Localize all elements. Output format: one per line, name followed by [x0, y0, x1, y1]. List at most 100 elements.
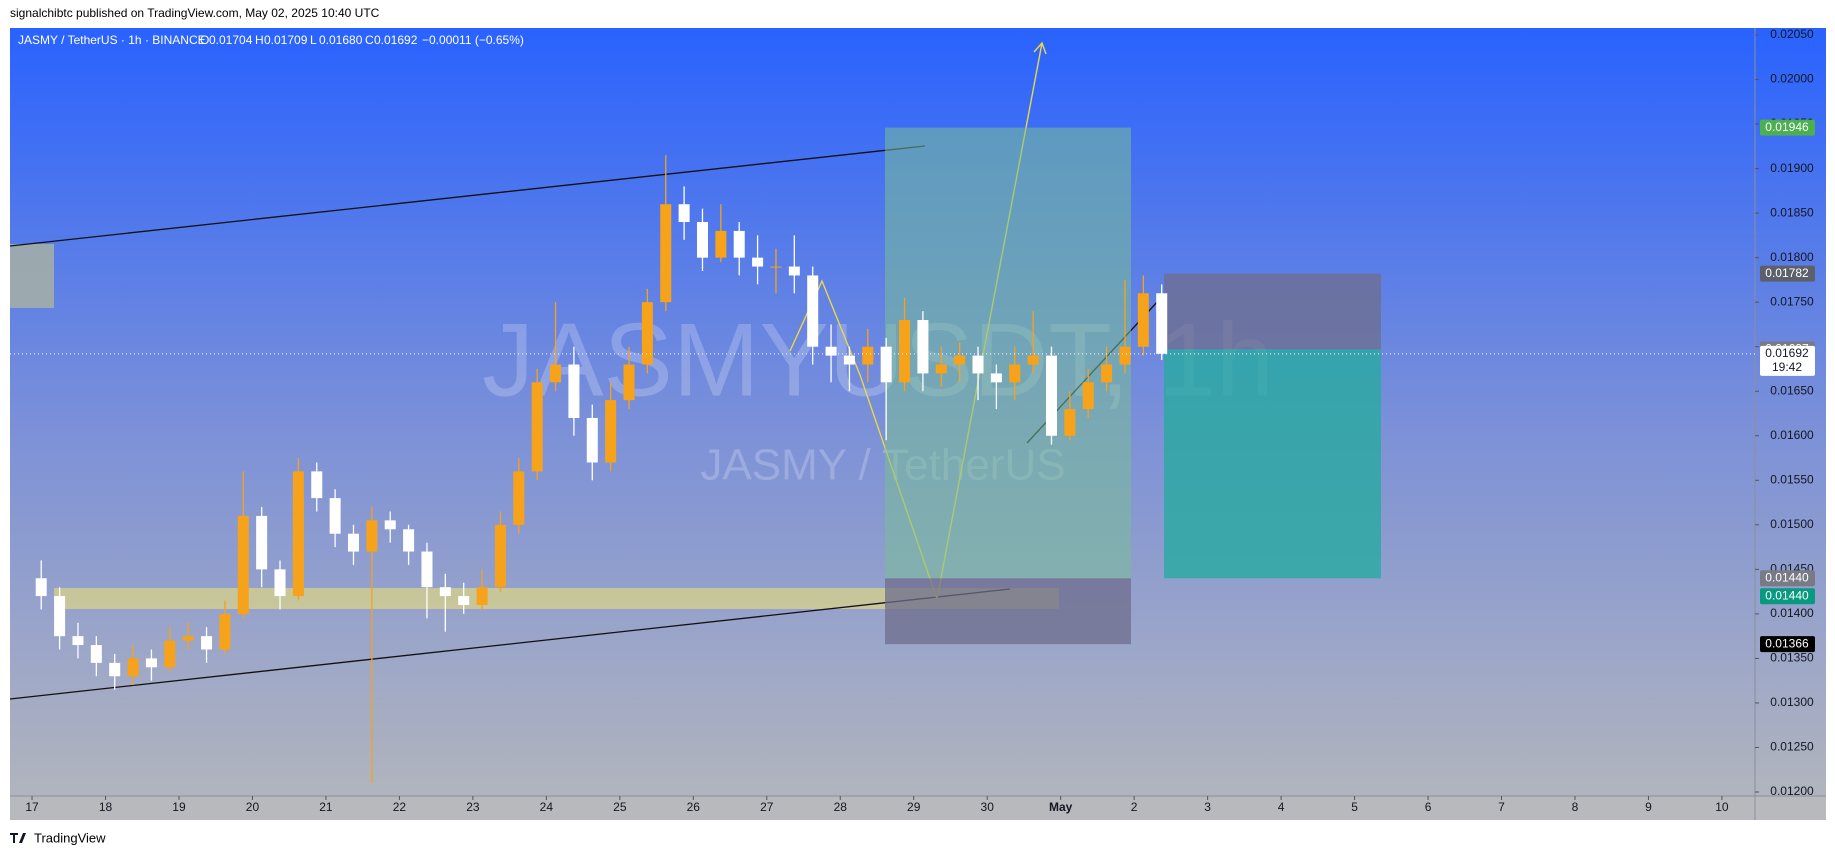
- candle-body: [494, 524, 506, 588]
- candle-body: [733, 230, 745, 258]
- y-tick-label: 0.01350: [1770, 651, 1814, 665]
- candle-body: [1027, 355, 1039, 365]
- countdown: 19:42: [1772, 360, 1802, 374]
- candle-body: [954, 355, 966, 365]
- y-tick-label: 0.02050: [1770, 27, 1814, 41]
- candle-body: [164, 640, 176, 668]
- legend-key: L: [310, 33, 317, 47]
- candle-body: [605, 400, 617, 463]
- candle-body: [182, 636, 194, 641]
- candle-body: [145, 658, 157, 668]
- x-tick-label: 26: [687, 800, 701, 814]
- tv-logo: [10, 833, 26, 843]
- y-tick-label: 0.01850: [1770, 205, 1814, 219]
- candle-body: [623, 364, 635, 401]
- y-tick-label: 0.01900: [1770, 161, 1814, 175]
- candle-body: [384, 520, 396, 530]
- x-tick-label: 8: [1572, 800, 1579, 814]
- candle-body: [1009, 364, 1021, 383]
- candle-body: [109, 662, 121, 677]
- candle-body: [421, 551, 433, 588]
- candle-body: [256, 515, 268, 570]
- trend-line: [9, 588, 1011, 700]
- x-tick-label: 28: [834, 800, 848, 814]
- target-zone: [1164, 349, 1381, 579]
- y-tick-label: 0.01650: [1770, 383, 1814, 397]
- candle-body: [366, 520, 378, 552]
- candle-body: [678, 204, 690, 223]
- x-tick-label: 27: [760, 800, 774, 814]
- stop-zone: [885, 578, 1131, 645]
- price-tag-label: 0.01782: [1765, 266, 1809, 280]
- candle-body: [1101, 364, 1113, 383]
- y-tick-label: 0.01550: [1770, 472, 1814, 486]
- candle-body: [274, 569, 286, 597]
- x-tick-label: 3: [1204, 800, 1211, 814]
- candle-body: [237, 515, 249, 614]
- candle-body: [1045, 355, 1057, 436]
- x-tick-label: 21: [319, 800, 333, 814]
- candle-body: [476, 587, 488, 605]
- x-tick-label: 19: [172, 800, 186, 814]
- support-band: [54, 588, 1059, 609]
- y-tick-label: 0.01500: [1770, 517, 1814, 531]
- candle-body: [1119, 346, 1131, 365]
- candle-body: [770, 266, 782, 268]
- y-tick-label: 0.01750: [1770, 294, 1814, 308]
- price-tag: [1760, 570, 1815, 587]
- candle-body: [311, 471, 323, 499]
- price-tag: [1760, 588, 1815, 605]
- candle-body: [531, 382, 543, 472]
- candle-body: [1156, 293, 1168, 354]
- candle-body: [292, 471, 304, 597]
- candle-body: [972, 355, 984, 374]
- candle-body: [513, 471, 525, 525]
- candle-body: [641, 302, 653, 365]
- x-tick-label: 18: [99, 800, 113, 814]
- candle-body: [201, 636, 213, 650]
- candle-body: [843, 355, 855, 365]
- candle-body: [329, 498, 341, 534]
- legend-symbol: JASMY / TetherUS · 1h · BINANCE: [18, 33, 206, 47]
- x-tick-label: May: [1049, 800, 1073, 814]
- x-tick-label: 24: [540, 800, 554, 814]
- candle-body: [550, 364, 562, 383]
- x-tick-label: 20: [246, 800, 260, 814]
- legend-key: O: [200, 33, 209, 47]
- publish-info: signalchibtc published on TradingView.co…: [10, 6, 380, 20]
- candle-body: [788, 266, 800, 276]
- arrow-head: [1033, 41, 1047, 55]
- candle-body: [403, 529, 415, 552]
- candle-body: [935, 364, 947, 374]
- legend-value: 0.01692: [374, 33, 418, 47]
- y-tick-label: 0.02000: [1770, 72, 1814, 86]
- x-tick-label: 7: [1498, 800, 1505, 814]
- y-tick-label: 0.01400: [1770, 606, 1814, 620]
- stop-zone: [1164, 273, 1381, 350]
- footer-brand: TradingView: [34, 830, 106, 845]
- candle-body: [90, 645, 102, 663]
- x-tick-label: 23: [466, 800, 480, 814]
- price-tag: [1760, 345, 1815, 376]
- y-tick-label: 0.01300: [1770, 695, 1814, 709]
- x-tick-label: 29: [907, 800, 921, 814]
- candle-body: [568, 364, 580, 418]
- legend-change: −0.00011 (−0.65%): [422, 33, 524, 47]
- candle-body: [899, 319, 911, 383]
- candle-body: [439, 587, 451, 597]
- candle-body: [752, 257, 764, 267]
- price-tag-label: 0.01440: [1765, 588, 1809, 602]
- candle-body: [990, 373, 1002, 383]
- candle-body: [917, 319, 929, 374]
- legend-value: 0.01680: [319, 33, 363, 47]
- x-tick-label: 10: [1715, 800, 1729, 814]
- x-tick-label: 17: [25, 800, 39, 814]
- x-tick-label: 25: [613, 800, 627, 814]
- candle-body: [715, 230, 727, 258]
- legend-value: 0.01709: [264, 33, 308, 47]
- price-tag-label: 0.01692: [1765, 346, 1809, 360]
- y-tick-label: 0.01600: [1770, 428, 1814, 442]
- price-tag-label: 0.01946: [1765, 120, 1809, 134]
- candle-body: [127, 658, 139, 677]
- price-tag: [1760, 265, 1815, 282]
